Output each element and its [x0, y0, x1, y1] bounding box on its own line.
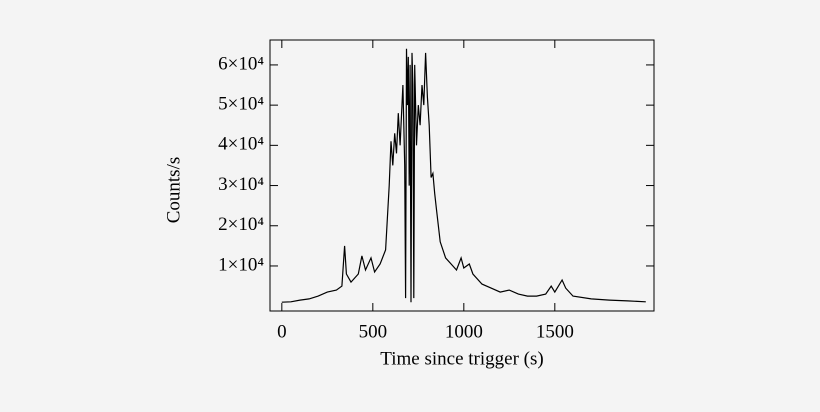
- x-tick-label: 1500: [536, 321, 574, 342]
- y-tick-label: 2×10⁴: [218, 214, 264, 235]
- x-axis-label: Time since trigger (s): [380, 348, 543, 369]
- y-tick-label: 3×10⁴: [218, 174, 264, 195]
- plot-frame: [269, 39, 655, 312]
- x-tick-label: 0: [277, 321, 287, 342]
- x-tick-label: 1000: [445, 321, 483, 342]
- y-tick-label: 6×10⁴: [218, 53, 264, 74]
- y-tick-label: 1×10⁴: [218, 254, 264, 275]
- y-axis-label: Counts/s: [163, 157, 184, 224]
- y-tick-label: 5×10⁴: [218, 93, 264, 114]
- x-tick-label: 500: [359, 321, 388, 342]
- y-tick-label: 4×10⁴: [218, 134, 264, 155]
- light-curve: [281, 48, 646, 303]
